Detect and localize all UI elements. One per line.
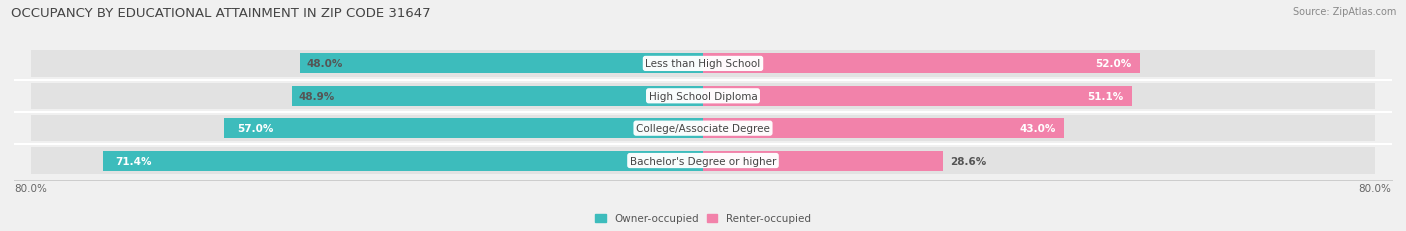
Bar [703, 54, 1140, 74]
Text: 52.0%: 52.0% [1095, 59, 1132, 69]
Bar [703, 148, 1375, 174]
Text: OCCUPANCY BY EDUCATIONAL ATTAINMENT IN ZIP CODE 31647: OCCUPANCY BY EDUCATIONAL ATTAINMENT IN Z… [11, 7, 430, 20]
Bar [703, 151, 943, 171]
Text: Bachelor's Degree or higher: Bachelor's Degree or higher [630, 156, 776, 166]
Bar [292, 86, 703, 106]
Bar [31, 51, 703, 77]
Bar [703, 119, 1064, 139]
Text: High School Diploma: High School Diploma [648, 91, 758, 101]
Bar [103, 151, 703, 171]
Text: Source: ZipAtlas.com: Source: ZipAtlas.com [1292, 7, 1396, 17]
Bar [703, 51, 1375, 77]
Bar [703, 86, 1132, 106]
Text: College/Associate Degree: College/Associate Degree [636, 124, 770, 134]
Text: 51.1%: 51.1% [1088, 91, 1123, 101]
Bar [31, 148, 703, 174]
Bar [31, 116, 703, 142]
Bar [703, 83, 1375, 109]
Text: 48.9%: 48.9% [299, 91, 335, 101]
Bar [703, 116, 1375, 142]
Bar [299, 54, 703, 74]
Bar [31, 83, 703, 109]
Text: 71.4%: 71.4% [115, 156, 152, 166]
Text: 28.6%: 28.6% [950, 156, 986, 166]
Bar [224, 119, 703, 139]
Text: Less than High School: Less than High School [645, 59, 761, 69]
Text: 48.0%: 48.0% [307, 59, 343, 69]
Legend: Owner-occupied, Renter-occupied: Owner-occupied, Renter-occupied [591, 210, 815, 228]
Text: 57.0%: 57.0% [236, 124, 273, 134]
Text: 43.0%: 43.0% [1019, 124, 1056, 134]
